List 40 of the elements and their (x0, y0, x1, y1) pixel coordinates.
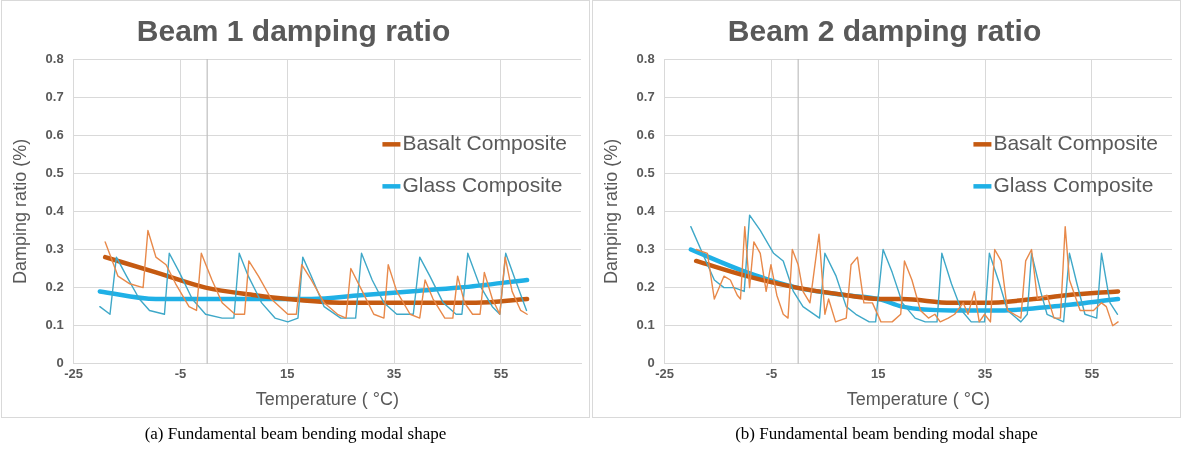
y-tick-label: 0.5 (45, 164, 64, 180)
legend-label: Basalt Composite (402, 131, 567, 155)
y-axis-title: Damping ratio (%) (600, 138, 621, 284)
x-axis-title: Temperature ( °C) (255, 389, 399, 410)
x-tick-label: -5 (765, 366, 778, 382)
text: (b) Fundamental beam bending modal shape (734, 424, 1039, 444)
y-tick-label: 0.5 (636, 164, 655, 180)
x-tick-label: 55 (1084, 366, 1100, 382)
x-tick-label: 15 (871, 366, 886, 382)
x-tick-label: 35 (386, 366, 402, 382)
x-tick-label: 15 (280, 366, 295, 382)
chart-title: Beam 1 damping ratio (136, 14, 451, 48)
x-axis-title: Temperature ( °C) (846, 389, 990, 410)
y-tick-label: 0.1 (636, 317, 655, 333)
y-tick-label: 0.4 (636, 202, 656, 218)
y-tick-label: 0.7 (636, 88, 655, 104)
y-tick-label: 0.1 (45, 317, 64, 333)
legend-label: Basalt Composite (993, 131, 1158, 155)
y-tick-label: 0 (647, 355, 655, 371)
x-tick-label: 55 (493, 366, 509, 382)
y-tick-label: 0.8 (45, 50, 64, 66)
text: (a) Fundamental beam bending modal shape (143, 424, 448, 444)
y-tick-label: 0.6 (636, 126, 655, 142)
y-tick-label: 0.2 (45, 279, 64, 295)
y-tick-label: 0.7 (45, 88, 64, 104)
chart-title: Beam 2 damping ratio (727, 14, 1042, 48)
y-tick-label: 0 (56, 355, 64, 371)
y-tick-label: 0.4 (45, 202, 65, 218)
y-axis-title: Damping ratio (%) (9, 138, 30, 284)
legend-label: Glass Composite (993, 173, 1154, 197)
x-tick-label: 35 (977, 366, 993, 382)
y-tick-label: 0.6 (45, 126, 64, 142)
y-tick-label: 0.8 (636, 50, 655, 66)
legend-label: Glass Composite (402, 173, 563, 197)
x-tick-label: -25 (655, 366, 675, 382)
y-tick-label: 0.2 (636, 279, 655, 295)
y-tick-label: 0.3 (636, 241, 655, 257)
x-tick-label: -5 (174, 366, 187, 382)
x-tick-label: -25 (64, 366, 84, 382)
y-tick-label: 0.3 (45, 241, 64, 257)
